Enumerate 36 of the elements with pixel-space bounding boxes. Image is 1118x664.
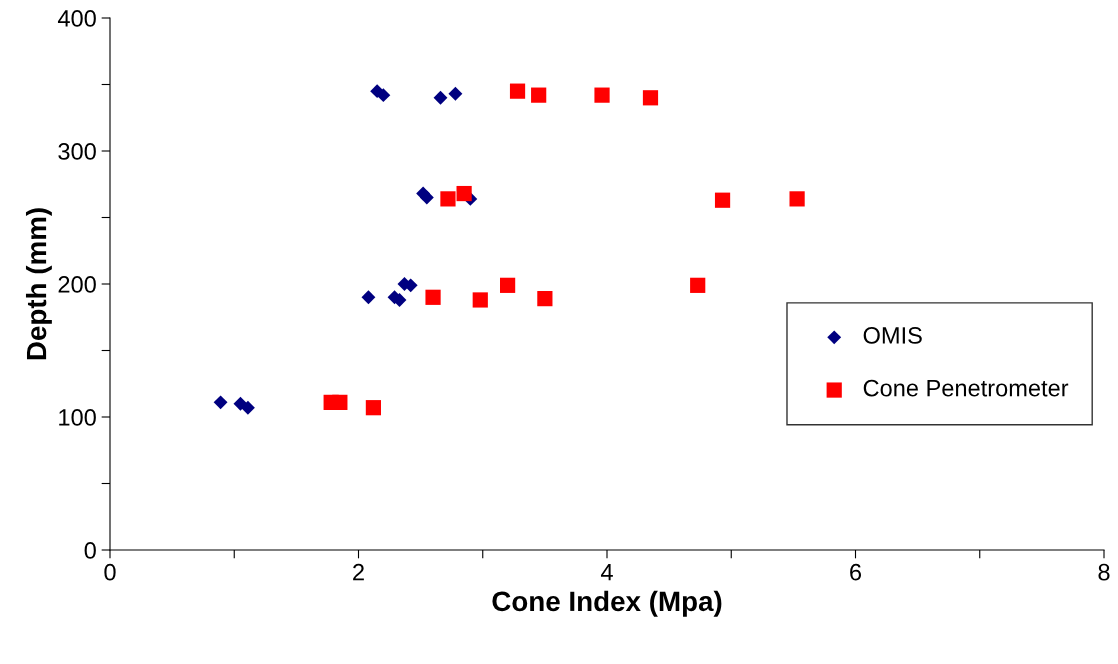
x-tick-label: 0 (104, 563, 116, 581)
y-axis-title: Depth (mm) (25, 208, 52, 360)
point (537, 291, 553, 307)
point (332, 394, 348, 410)
point (789, 191, 805, 207)
point (456, 185, 472, 202)
point (509, 83, 526, 99)
point (499, 277, 516, 293)
point (365, 400, 382, 416)
point (531, 87, 547, 103)
y-tick-label: 100 (59, 409, 96, 426)
point (642, 90, 659, 106)
point (425, 289, 441, 305)
y-tick-label: 0 (84, 542, 96, 559)
point (440, 191, 456, 207)
point (240, 400, 255, 415)
point (690, 277, 706, 293)
x-tick-label: 2 (353, 563, 364, 581)
y-tick-label: 400 (57, 10, 96, 27)
y-tick-label: 300 (58, 143, 96, 160)
x-tick-label: 4 (600, 564, 613, 581)
point (361, 290, 376, 305)
x-tick-label: 8 (1098, 563, 1110, 581)
point (448, 86, 463, 101)
point (213, 395, 228, 410)
point (714, 192, 731, 208)
x-axis-title: Cone Index (Mpa) (492, 590, 722, 617)
point (472, 292, 488, 308)
y-tick-label: 200 (58, 276, 96, 293)
point (433, 90, 448, 105)
point (419, 190, 434, 205)
legend-label: Cone Penetrometer (863, 379, 1069, 397)
point (594, 87, 610, 103)
point (376, 88, 391, 103)
x-tick-label: 6 (850, 563, 862, 581)
legend-label: OMIS (863, 327, 922, 344)
